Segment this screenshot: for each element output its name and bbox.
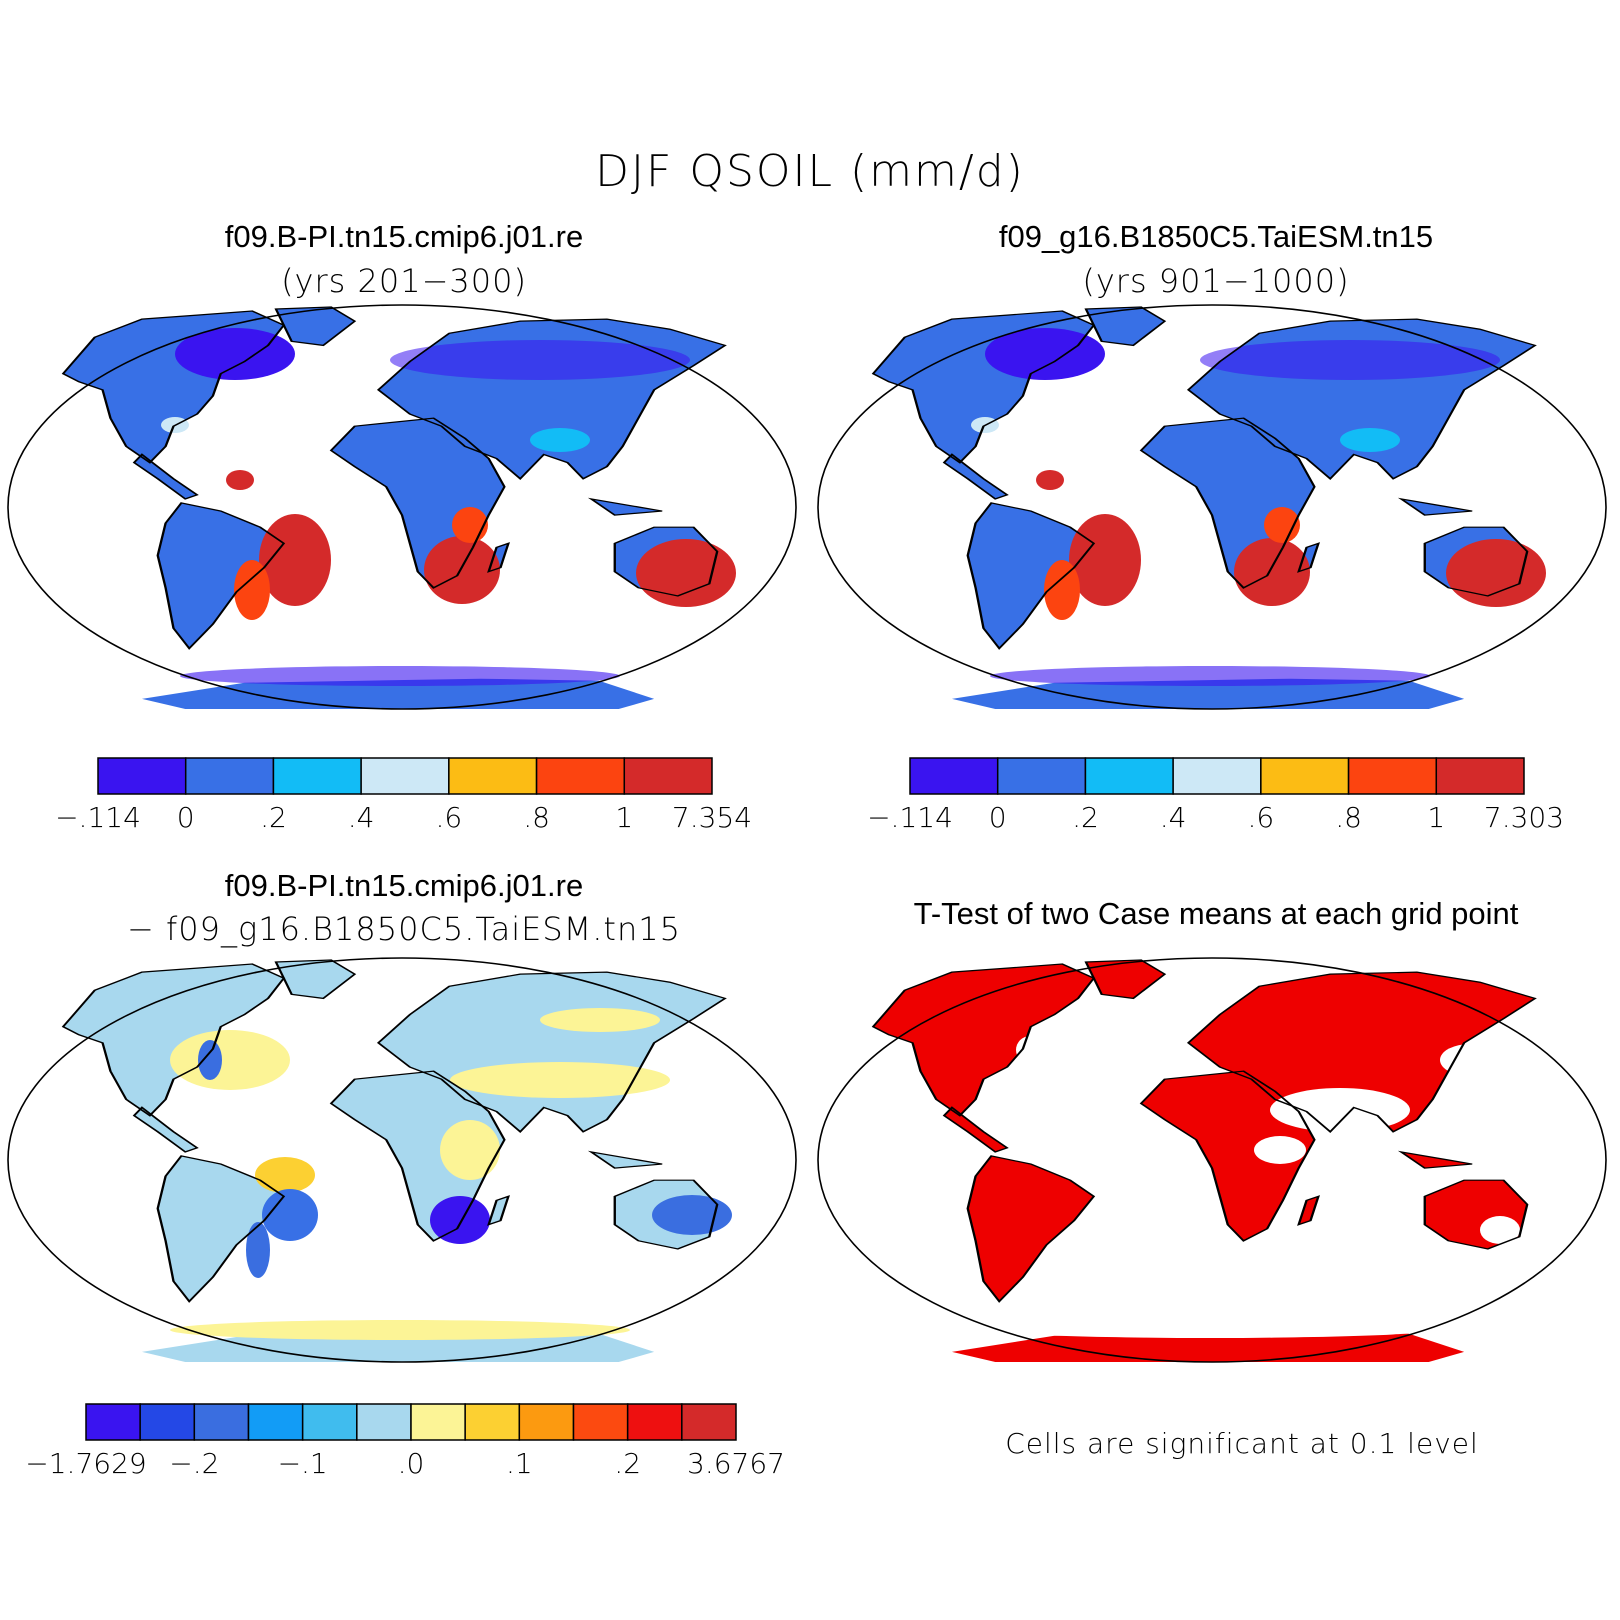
colorbar-tick-label: .2 (614, 1447, 641, 1480)
colorbar-swatch (909, 757, 999, 795)
colorbar-tick-label: −.2 (169, 1447, 219, 1480)
colorbar-tick-label: 7.354 (672, 801, 752, 834)
panel-diff-subtitle: − f09_g16.B1850C5.TaiESM.tn15 (127, 910, 681, 948)
colorbar-swatch (518, 1403, 575, 1441)
map-case2 (818, 305, 1606, 709)
colorbar-swatch (193, 1403, 250, 1441)
colorbar-swatch (1347, 757, 1438, 795)
panel-case1-subtitle: (yrs 201−300) (281, 262, 527, 300)
colorbar-tick-label: 7.303 (1484, 801, 1564, 834)
map-border-case1 (7, 304, 797, 710)
colorbar-swatch (1260, 757, 1350, 795)
colorbar-case2: −.114 0 .2 .4 .6 .8 1 7.303 (867, 757, 1564, 834)
panel-diff: f09.B-PI.tn15.cmip6.j01.re − f09_g16.B18… (8, 868, 796, 1480)
panel-ttest-note: Cells are significant at 0.1 level (1005, 1427, 1479, 1460)
panel-case2-title: f09_g16.B1850C5.TaiESM.tn15 (999, 219, 1433, 254)
colorbar-swatch (360, 757, 450, 795)
colorbar-swatch (139, 1403, 196, 1441)
colorbar-tick-label: .8 (523, 801, 550, 834)
colorbar-tick-label: −1.7629 (25, 1447, 146, 1480)
map-border-case2 (817, 304, 1607, 710)
colorbar-tick-label: 1 (1427, 801, 1445, 834)
colorbar-swatch (247, 1403, 304, 1441)
colorbar-swatch (623, 757, 713, 795)
colorbar-swatch (464, 1403, 521, 1441)
colorbar-swatch (572, 1403, 629, 1441)
colorbar-tick-label: .2 (260, 801, 287, 834)
colorbar-tick-label: .4 (1160, 801, 1187, 834)
colorbar-swatch (301, 1403, 358, 1441)
anomalies-diff (170, 1008, 732, 1340)
colorbar-swatch (184, 757, 275, 795)
panel-case1-title: f09.B-PI.tn15.cmip6.j01.re (225, 219, 583, 254)
colorbar-swatch (356, 1403, 412, 1441)
map-ttest (818, 958, 1606, 1362)
colorbar-tick-label: .8 (1335, 801, 1362, 834)
panel-diff-title: f09.B-PI.tn15.cmip6.j01.re (225, 868, 583, 903)
colorbar-swatch (626, 1403, 683, 1441)
map-diff (8, 958, 796, 1362)
colorbar-tick-label: .4 (348, 801, 375, 834)
colorbar-swatch (272, 757, 362, 795)
map-border-diff (7, 957, 797, 1363)
colorbar-case1: −.114 0 .2 .4 .6 .8 1 7.354 (55, 757, 752, 834)
panel-case2: f09_g16.B1850C5.TaiESM.tn15 (yrs 901−100… (818, 219, 1606, 834)
hotspots-case1 (161, 328, 736, 686)
colorbar-swatch (535, 757, 626, 795)
panel-case2-subtitle: (yrs 901−1000) (1082, 262, 1349, 300)
colorbar-tick-label: −.114 (867, 801, 953, 834)
colorbar-tick-label: 0 (989, 801, 1007, 834)
hotspots-case2 (971, 328, 1546, 686)
colorbar-swatch (410, 1403, 466, 1441)
panel-ttest: T-Test of two Case means at each grid po… (818, 896, 1606, 1460)
panel-ttest-title: T-Test of two Case means at each grid po… (914, 896, 1519, 931)
colorbar-tick-label: .1 (506, 1447, 533, 1480)
colorbar-tick-label: 0 (177, 801, 195, 834)
map-border-ttest (817, 957, 1607, 1363)
colorbar-tick-label: 1 (615, 801, 633, 834)
colorbar-tick-label: .6 (435, 801, 462, 834)
colorbar-diff: −1.7629 −.2 −.1 .0 .1 .2 3.6767 (25, 1403, 785, 1480)
colorbar-tick-label: −.114 (55, 801, 141, 834)
colorbar-tick-label: .2 (1072, 801, 1099, 834)
colorbar-swatch (996, 757, 1087, 795)
colorbar-swatch (97, 757, 187, 795)
colorbar-tick-label: −.1 (278, 1447, 328, 1480)
colorbar-swatch (1084, 757, 1174, 795)
colorbar-swatch (1435, 757, 1525, 795)
map-case1 (8, 305, 796, 709)
colorbar-swatch (448, 757, 538, 795)
colorbar-tick-label: 3.6767 (687, 1447, 785, 1480)
colorbar-tick-label: .6 (1247, 801, 1274, 834)
colorbar-tick-label: .0 (398, 1447, 425, 1480)
colorbar-swatch (85, 1403, 141, 1441)
colorbar-swatch (1172, 757, 1262, 795)
figure-title: DJF QSOIL (mm/d) (595, 146, 1025, 197)
panel-case1: f09.B-PI.tn15.cmip6.j01.re (yrs 201−300) (8, 219, 796, 834)
colorbar-swatch (681, 1403, 737, 1441)
